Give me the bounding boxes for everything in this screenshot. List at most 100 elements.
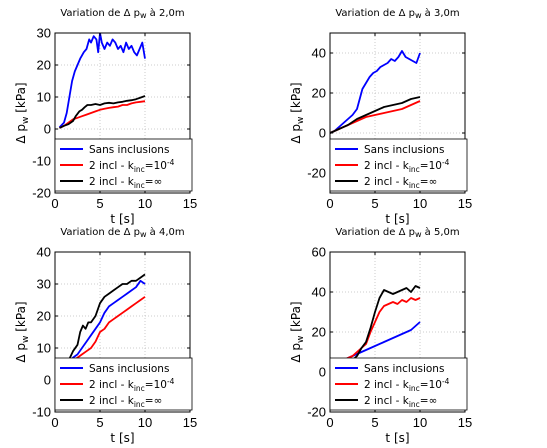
x-axis-label: t [s] (110, 431, 134, 445)
x-tick-label: 0 (326, 196, 333, 211)
x-tick-label: 5 (371, 415, 378, 430)
y-tick-label: 40 (37, 245, 51, 260)
title-suffix: à 2,0m (147, 7, 185, 19)
series-group (330, 285, 421, 373)
legend-label-subscript: inc (134, 384, 145, 393)
legend-label-main: 2 incl - k (364, 160, 410, 172)
title-suffix: à 5,0m (422, 226, 460, 238)
legend-label-main: Sans inclusions (364, 363, 444, 375)
legend-label-subscript: inc (134, 165, 145, 174)
legend-label-subscript: inc (409, 181, 420, 190)
series-line-2 (338, 297, 421, 363)
x-tick-label: 15 (458, 196, 472, 211)
legend-label-suffix: =10 (145, 379, 167, 391)
y-label-subscript: w (296, 336, 306, 343)
y-tick-label: 0 (44, 122, 51, 137)
y-tick-label: 40 (312, 46, 326, 61)
title-subscript: w (415, 11, 422, 20)
y-label-main: Δ p (289, 124, 303, 144)
title-subscript: w (140, 11, 147, 20)
y-tick-label: 40 (312, 285, 326, 300)
legend-label-main: Sans inclusions (89, 144, 169, 156)
legend-label-2: 2 incl - kinc=10-4 (89, 377, 175, 393)
y-tick-label: 30 (37, 277, 51, 292)
title-subscript: w (415, 230, 422, 239)
title-main: Variation de Δ p (60, 227, 140, 238)
legend-label-main: 2 incl - k (364, 395, 410, 407)
y-tick-label: 0 (319, 365, 326, 380)
y-label-main: Δ p (14, 124, 28, 144)
y-tick-label: 20 (312, 325, 326, 340)
series-group (58, 33, 146, 129)
legend-label-main: 2 incl - k (89, 379, 135, 391)
x-tick-label: 0 (51, 196, 58, 211)
legend-label-subscript: inc (409, 165, 420, 174)
legend-label-superscript: -4 (167, 158, 175, 167)
x-tick-label: 15 (183, 196, 197, 211)
x-tick-label: 5 (371, 196, 378, 211)
y-tick-label: 0 (319, 126, 326, 141)
legend-label-1: Sans inclusions (89, 363, 169, 375)
x-tick-label: 10 (138, 196, 152, 211)
series-line-2 (59, 100, 146, 129)
y-label-subscript: w (296, 117, 306, 124)
legend-label-subscript: inc (134, 400, 145, 409)
legend-label-suffix: =∞ (420, 176, 438, 188)
y-tick-label: 20 (37, 309, 51, 324)
y-tick-label: 10 (37, 341, 51, 356)
y-tick-label: 30 (37, 26, 51, 41)
legend-label-suffix: =∞ (145, 395, 163, 407)
legend-label-1: Sans inclusions (364, 363, 444, 375)
legend-label-3: 2 incl - kinc=∞ (89, 395, 162, 409)
chart-title: Variation de Δ pw à 5,0m (335, 226, 459, 239)
x-tick-label: 5 (96, 415, 103, 430)
title-main: Variation de Δ p (335, 227, 415, 238)
y-tick-label: -10 (32, 154, 51, 169)
title-suffix: à 4,0m (147, 226, 185, 238)
y-tick-label: -10 (32, 405, 51, 420)
x-axis-label: t [s] (110, 212, 134, 226)
legend-label-2: 2 incl - kinc=10-4 (364, 377, 450, 393)
legend-label-suffix: =10 (420, 379, 442, 391)
legend-label-3: 2 incl - kinc=∞ (89, 176, 162, 190)
legend-label-3: 2 incl - kinc=∞ (364, 395, 437, 409)
legend-label-1: Sans inclusions (89, 144, 169, 156)
y-axis-label: Δ pw [kPa] (289, 301, 306, 362)
series-group (330, 50, 421, 134)
title-suffix: à 3,0m (422, 7, 460, 19)
y-label-subscript: w (21, 117, 31, 124)
axes-frame (54, 32, 191, 194)
y-label-unit: [kPa] (14, 82, 28, 116)
x-tick-label: 15 (458, 415, 472, 430)
series-line-1 (58, 33, 146, 129)
y-label-unit: [kPa] (14, 301, 28, 335)
title-subscript: w (140, 230, 147, 239)
legend-label-main: 2 incl - k (89, 160, 135, 172)
chart-title: Variation de Δ pw à 4,0m (60, 226, 184, 239)
y-label-unit: [kPa] (289, 82, 303, 116)
series-line-3 (59, 95, 146, 129)
series-line-3 (55, 273, 146, 381)
legend-label-subscript: inc (409, 384, 420, 393)
y-tick-label: 0 (44, 373, 51, 388)
legend-label-suffix: =∞ (420, 395, 438, 407)
legend-label-1: Sans inclusions (364, 144, 444, 156)
legend-label-2: 2 incl - kinc=10-4 (364, 158, 450, 174)
y-tick-label: 20 (312, 86, 326, 101)
y-label-main: Δ p (14, 343, 28, 363)
legend-label-superscript: -4 (442, 377, 450, 386)
x-axis-label: t [s] (385, 431, 409, 445)
series-line-3 (330, 285, 421, 373)
axes-frame (54, 251, 191, 413)
legend-label-subscript: inc (409, 400, 420, 409)
legend-label-main: 2 incl - k (89, 176, 135, 188)
legend-label-main: 2 incl - k (364, 176, 410, 188)
